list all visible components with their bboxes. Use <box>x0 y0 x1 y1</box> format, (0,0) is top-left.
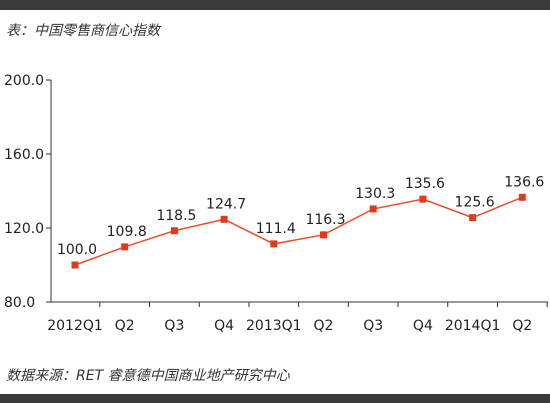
series-line <box>74 196 523 266</box>
data-marker <box>270 240 278 248</box>
x-tick-label: Q4 <box>413 318 433 334</box>
data-marker <box>320 231 327 239</box>
y-tick-label: 80.0 <box>4 295 35 311</box>
x-tick-label: 2014Q1 <box>445 318 501 334</box>
data-label: 124.7 <box>206 196 246 212</box>
top-rule <box>0 0 550 10</box>
x-tick-label: Q3 <box>164 318 184 334</box>
data-label: 111.4 <box>256 221 296 237</box>
data-marker <box>469 214 477 222</box>
data-label: 116.3 <box>305 212 345 228</box>
y-tick-labels: 80.0 120.0 160.0 200.0 <box>4 73 44 311</box>
data-label: 135.6 <box>405 176 445 192</box>
data-marker <box>121 243 129 251</box>
data-labels: 100.0 109.8 118.5 124.7 111.4 116.3 130.3 135.6… <box>57 174 544 258</box>
y-tick-label: 160.0 <box>4 147 44 163</box>
x-tick-labels: 2012Q1 Q2 Q3 Q4 2013Q1 Q2 Q3 Q4 2014Q1 Q2 <box>47 318 532 334</box>
source-note: 数据来源：RET 睿意德中国商业地产研究中心 <box>6 368 290 384</box>
chart-title: 表：中国零售商信心指数 <box>6 23 160 39</box>
x-tick-label: 2012Q1 <box>47 318 103 334</box>
data-marker <box>71 261 79 269</box>
data-marker <box>220 215 228 223</box>
data-marker <box>170 227 178 235</box>
x-tick-label: Q2 <box>512 318 532 334</box>
data-label: 100.0 <box>57 242 97 258</box>
data-label: 136.6 <box>504 174 544 190</box>
data-label: 109.8 <box>107 224 147 240</box>
data-marker <box>369 205 377 213</box>
x-tick-label: Q3 <box>363 318 383 334</box>
chart-axes <box>46 79 548 307</box>
data-label: 118.5 <box>156 208 196 224</box>
x-tick-label: Q2 <box>115 318 135 334</box>
x-tick-label: Q2 <box>314 318 334 334</box>
data-marker <box>419 195 427 203</box>
data-markers <box>71 193 526 269</box>
y-tick-label: 200.0 <box>4 73 44 89</box>
x-tick-label: Q4 <box>214 318 234 334</box>
bottom-rule <box>0 394 550 403</box>
y-tick-label: 120.0 <box>4 221 44 237</box>
data-label: 130.3 <box>355 186 395 202</box>
data-marker <box>518 193 526 201</box>
data-label: 125.6 <box>455 195 495 211</box>
x-tick-label: 2013Q1 <box>246 318 302 334</box>
